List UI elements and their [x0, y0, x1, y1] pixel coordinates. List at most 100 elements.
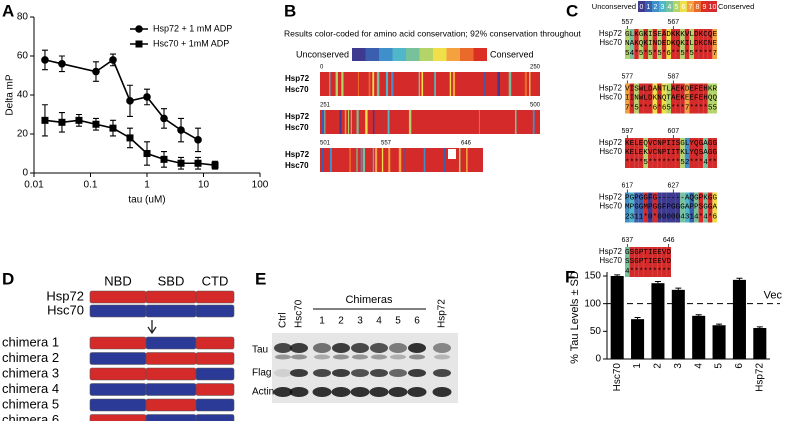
scale-label: 7 [689, 4, 693, 11]
residue-cell [629, 138, 635, 168]
conservation: 4********* [625, 268, 671, 276]
residue-cell [666, 29, 671, 59]
position: 617 [621, 182, 633, 189]
stripe [349, 148, 351, 172]
residue-cell [638, 138, 644, 168]
y-tick-label: 50 [590, 326, 602, 337]
residue-cell [625, 192, 630, 223]
residue-cell [648, 138, 653, 168]
residue-cell [671, 29, 676, 59]
domain-segment [89, 352, 147, 365]
band [408, 369, 426, 377]
stripe [385, 72, 389, 96]
error-bar [756, 326, 763, 329]
track-name: Hsc70 [285, 161, 309, 170]
stripe [404, 148, 406, 172]
conservation: 54*5*5*5*6**5*5****7 [625, 50, 717, 58]
residue-cell [661, 138, 667, 168]
legend-swatch [392, 48, 406, 61]
band [331, 387, 351, 397]
band [332, 343, 350, 353]
stripe [375, 148, 378, 172]
scale-label: 5 [675, 4, 679, 11]
legend-swatch [379, 48, 393, 61]
band [274, 343, 292, 353]
residue-cell [652, 247, 658, 277]
y-tick-label: 150 [584, 271, 601, 282]
x-axis-label: tau (uM) [128, 195, 165, 206]
stripe [372, 72, 375, 96]
residue-cell [698, 83, 704, 114]
data-point [58, 118, 66, 126]
stripe [421, 72, 424, 96]
scale-label: 6 [682, 4, 686, 11]
domain-segment [195, 304, 235, 318]
reference-label: Vec [764, 290, 783, 302]
residue-cell [657, 29, 662, 59]
sequence: VISWLDANTLAEKDEFEHKR [625, 86, 717, 94]
legend-swatch [473, 48, 487, 61]
lane-label: 4 [376, 316, 382, 327]
scale-swatch [687, 1, 694, 12]
stripe [362, 148, 365, 172]
legend-swatch [365, 48, 379, 61]
residue-cell [643, 247, 648, 277]
domain-segment [89, 414, 147, 421]
stripe [356, 110, 359, 134]
stripe [329, 72, 331, 96]
data-point [194, 136, 202, 144]
stripe [497, 72, 500, 96]
position: 637 [621, 237, 633, 244]
chimera-label: chimera 6 [2, 412, 59, 421]
residue-cell [625, 83, 630, 114]
stripe [357, 72, 359, 96]
residue-cell [648, 29, 653, 59]
residue-cell [671, 138, 676, 168]
band [408, 343, 426, 353]
stripe [356, 148, 358, 172]
data-point [143, 93, 151, 101]
parent-label: Hsp72 [46, 288, 84, 303]
stripe [341, 72, 344, 96]
row-name: Hsc70 [599, 202, 622, 211]
residue-cell [652, 138, 658, 168]
residue-cell [652, 192, 658, 223]
chimera-label: chimera 2 [2, 350, 59, 365]
y-tick-label: 0 [22, 168, 28, 179]
residue-cell [666, 247, 671, 277]
error-bar [614, 274, 621, 276]
domain-segment [195, 336, 235, 350]
group-label: Chimeras [345, 294, 393, 306]
residue-cell [712, 83, 717, 114]
domain-segment [89, 367, 147, 381]
residue-cell [666, 138, 671, 168]
sequence: GLKGKISEADKKKVLDKCQE [625, 31, 717, 39]
bar [671, 289, 685, 359]
band [312, 387, 332, 397]
stripe [458, 148, 461, 172]
domain-segment [195, 383, 235, 396]
scale-label: 3 [661, 4, 665, 11]
band [289, 387, 309, 397]
track [320, 148, 483, 172]
domain-segment [195, 414, 235, 421]
residue-cell [648, 83, 653, 114]
stripe [344, 110, 347, 134]
residue-cell [625, 138, 630, 168]
data-point [92, 67, 100, 76]
data-point [92, 120, 100, 128]
lane-label: 5 [395, 316, 401, 327]
stripe [365, 110, 368, 134]
domain-segment [195, 352, 235, 365]
legend-low: Unconserved [296, 49, 349, 59]
row-label: Tau [252, 345, 268, 356]
scale-swatch [701, 1, 708, 12]
scale-swatch [666, 1, 673, 12]
domain-segment [195, 290, 235, 304]
track-name: Hsp72 [285, 150, 310, 159]
x-tick-label: 1 [632, 363, 643, 369]
scale-swatch [694, 1, 701, 12]
x-tick-label: 5 [714, 363, 725, 369]
residue-cell [675, 83, 681, 114]
x-tick-label: Hsc70 [612, 363, 623, 392]
